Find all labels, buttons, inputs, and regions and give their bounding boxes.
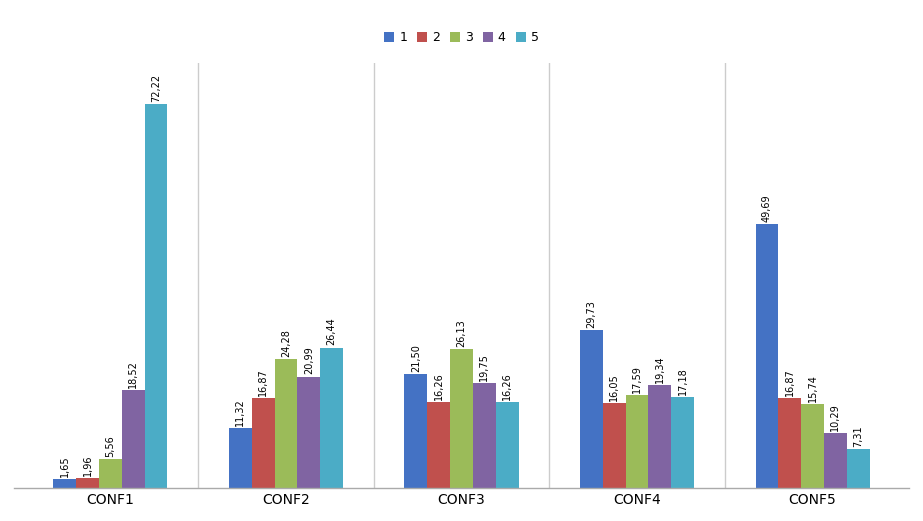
Text: 18,52: 18,52 <box>128 359 138 388</box>
Bar <box>824 433 846 488</box>
Text: 26,13: 26,13 <box>457 319 466 347</box>
Text: 16,26: 16,26 <box>502 372 512 400</box>
Bar <box>320 348 343 488</box>
Text: 16,87: 16,87 <box>258 368 269 396</box>
Bar <box>626 394 649 488</box>
Bar <box>122 390 145 488</box>
Text: 19,75: 19,75 <box>479 353 489 381</box>
Text: 21,50: 21,50 <box>411 344 421 371</box>
Text: 24,28: 24,28 <box>281 329 291 357</box>
Text: 1,96: 1,96 <box>83 454 92 476</box>
Bar <box>450 349 473 488</box>
Bar <box>671 397 694 488</box>
Text: 16,05: 16,05 <box>609 373 619 401</box>
Bar <box>145 104 167 488</box>
Bar <box>778 399 801 488</box>
Bar <box>580 330 603 488</box>
Text: 17,59: 17,59 <box>632 365 642 392</box>
Bar <box>77 478 99 488</box>
Bar <box>274 359 297 488</box>
Text: 29,73: 29,73 <box>586 300 596 328</box>
Bar <box>801 404 824 488</box>
Bar <box>252 399 274 488</box>
Bar <box>229 428 252 488</box>
Text: 10,29: 10,29 <box>831 404 840 431</box>
Bar <box>54 479 77 488</box>
Bar <box>404 374 427 488</box>
Bar <box>846 449 869 488</box>
Bar <box>99 458 122 488</box>
Text: 16,87: 16,87 <box>785 368 795 396</box>
Text: 19,34: 19,34 <box>654 355 665 383</box>
Text: 11,32: 11,32 <box>235 398 246 426</box>
Text: 17,18: 17,18 <box>677 367 688 395</box>
Bar <box>427 402 450 488</box>
Legend: 1, 2, 3, 4, 5: 1, 2, 3, 4, 5 <box>379 26 544 49</box>
Bar <box>756 224 778 488</box>
Text: 49,69: 49,69 <box>761 194 772 222</box>
Text: 72,22: 72,22 <box>151 73 162 102</box>
Text: 5,56: 5,56 <box>105 435 115 456</box>
Bar <box>649 386 671 488</box>
Text: 16,26: 16,26 <box>434 372 444 400</box>
Text: 26,44: 26,44 <box>327 318 337 345</box>
Text: 1,65: 1,65 <box>60 456 70 477</box>
Text: 7,31: 7,31 <box>853 426 863 447</box>
Text: 20,99: 20,99 <box>304 346 314 375</box>
Bar <box>297 377 320 488</box>
Bar <box>473 383 496 488</box>
Bar <box>603 403 626 488</box>
Text: 15,74: 15,74 <box>808 375 818 402</box>
Bar <box>496 402 519 488</box>
